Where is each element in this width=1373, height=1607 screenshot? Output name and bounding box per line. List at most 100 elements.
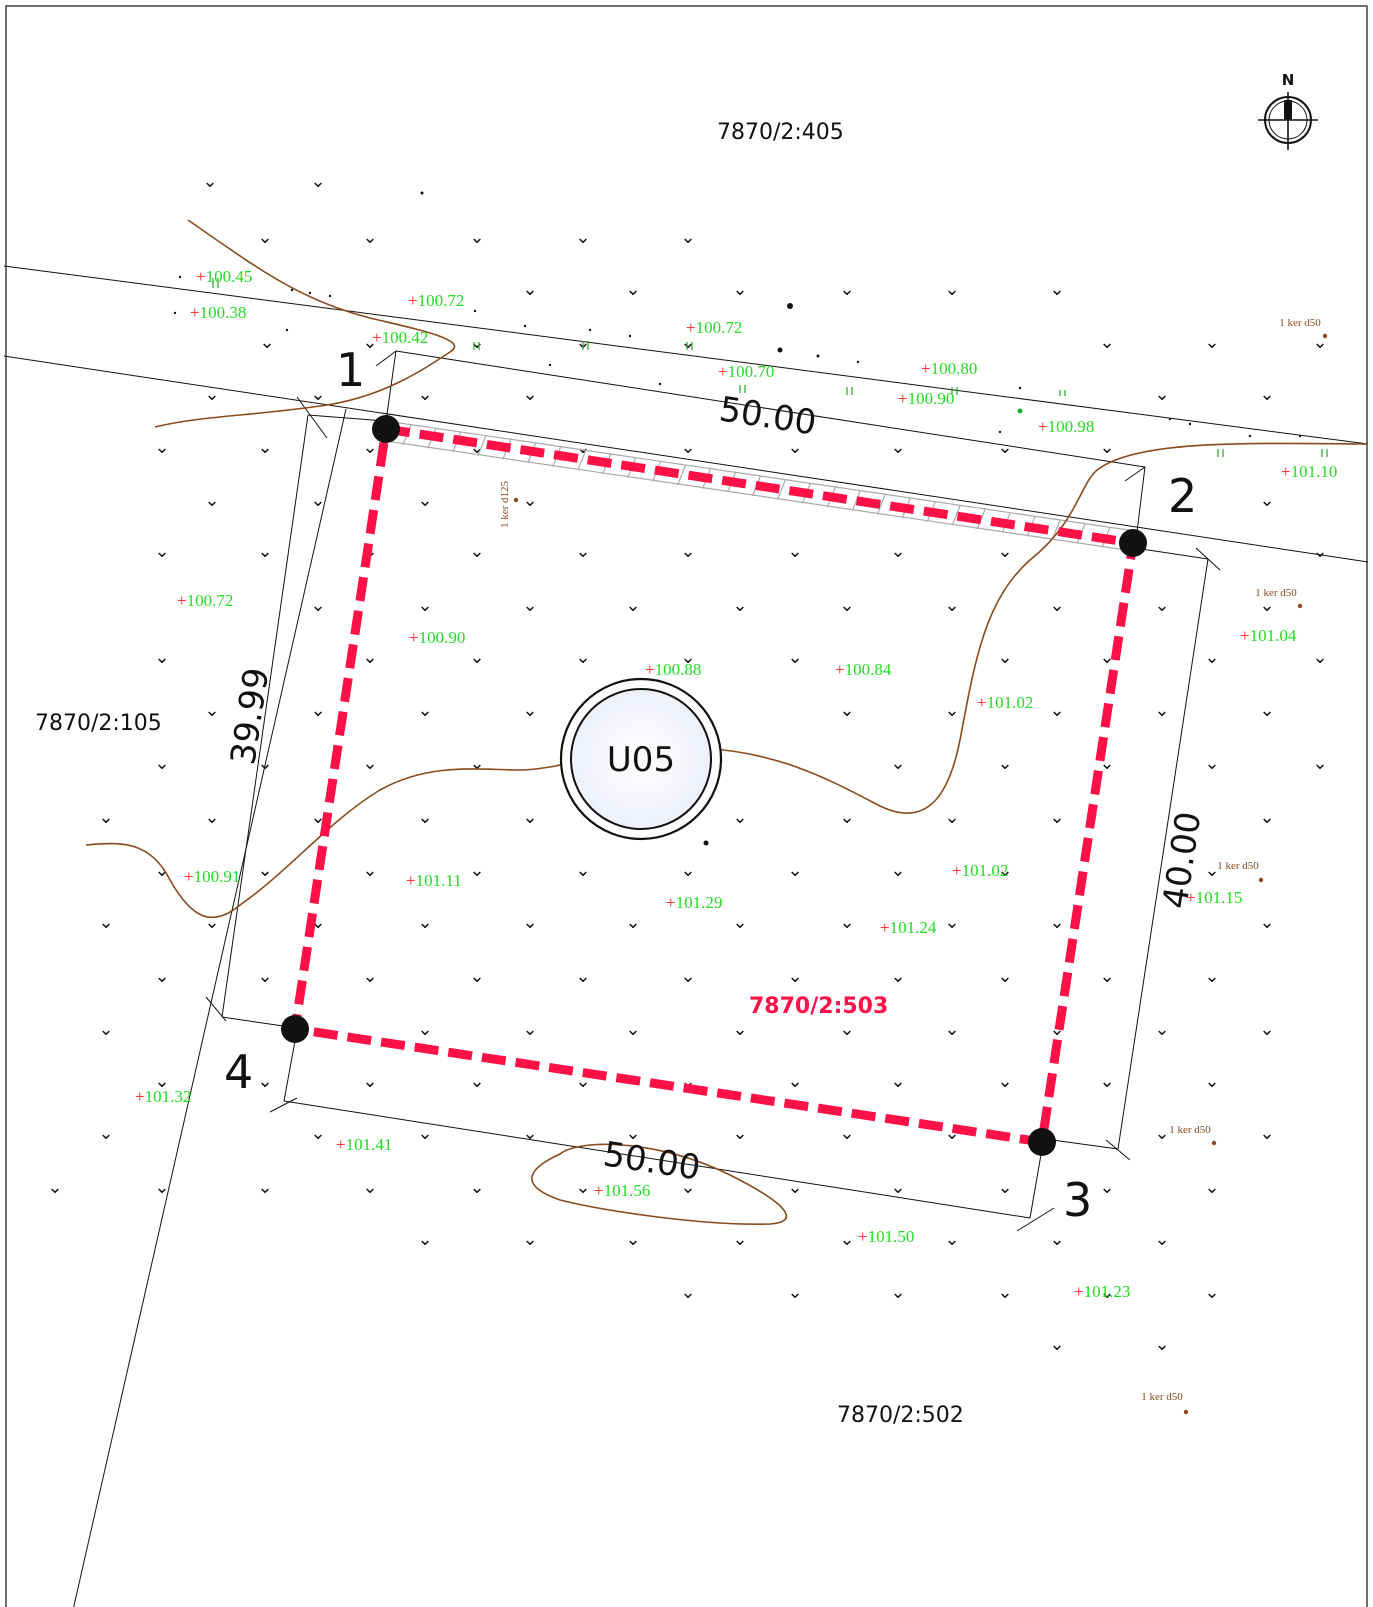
grass-symbol: ⌄ (890, 1071, 905, 1092)
grass-symbol: ⌄ (1259, 912, 1274, 933)
grass-symbol: ⌄ (575, 1177, 590, 1198)
grass-symbol: ⌄ (787, 1177, 802, 1198)
zone-badge-label: U05 (607, 740, 675, 780)
grass-symbol: ⌄ (154, 541, 169, 562)
grass-symbol: ⌄ (154, 966, 169, 987)
grass-symbol: ⌄ (522, 807, 537, 828)
elevation-value: 101.32 (145, 1087, 192, 1106)
elevation-label: +101.23 (1074, 1282, 1130, 1301)
grass-symbol: ⌄ (1049, 1334, 1064, 1355)
grass-symbol: ⌄ (787, 541, 802, 562)
grass-symbol: ⌄ (202, 171, 217, 192)
grass-symbol: ⌄ (310, 171, 325, 192)
grass-symbol: ⌄ (1049, 279, 1064, 300)
map-frame (5, 5, 1368, 1607)
elevation-value: 101.02 (987, 693, 1034, 712)
grass-symbol: ⌄ (787, 1282, 802, 1303)
grass-symbol: ⌄ (997, 541, 1012, 562)
grass-symbol: ⌄ (575, 966, 590, 987)
grass-symbol: ⌄ (469, 332, 484, 353)
grass-symbol: ⌄ (522, 490, 537, 511)
elevation-value: 101.10 (1291, 462, 1338, 481)
grass-symbol: ⌄ (732, 1123, 747, 1144)
grass-symbol: ⌄ (1259, 384, 1274, 405)
grass-symbol: ⌄ (732, 595, 747, 616)
elevation-value: 100.90 (419, 628, 466, 647)
grass-symbol: ⌄ (204, 807, 219, 828)
tree-marker (1297, 603, 1303, 609)
grass-symbol: ⌄ (680, 860, 695, 881)
tree-label: 1 ker d50 (1279, 317, 1321, 329)
grass-symbol: ⌄ (417, 807, 432, 828)
grass-symbol: ⌄ (1154, 384, 1169, 405)
grass-symbol: ⌄ (257, 860, 272, 881)
tree-marker (513, 497, 519, 503)
parcel-label-main: 7870/2:503 (749, 994, 888, 1019)
elevation-value: 101.02 (962, 861, 1009, 880)
grass-symbol: ⌄ (257, 437, 272, 458)
elevation-label: +100.42 (372, 328, 428, 347)
contour-lines (85, 219, 1369, 1225)
grass-symbol: ⌄ (839, 279, 854, 300)
grass-symbol: ⌄ (257, 966, 272, 987)
grass-symbol: ⌄ (257, 1177, 272, 1198)
grass-symbol: ⌄ (1099, 966, 1114, 987)
hatch-tick (776, 479, 787, 500)
corner-label-4: 4 (224, 1045, 253, 1099)
grass-symbol: ⌄ (154, 647, 169, 668)
grass-symbol: ⌄ (1049, 700, 1064, 721)
elevation-value: 100.72 (696, 318, 743, 337)
grass-symbol: ⌄ (997, 437, 1012, 458)
grass-symbol: ⌄ (732, 1019, 747, 1040)
grass-symbol: ⌄ (98, 807, 113, 828)
grass-symbol: ⌄ (1154, 1334, 1169, 1355)
grass-symbol: ⌄ (154, 437, 169, 458)
hatch-tick (876, 494, 886, 515)
grass-symbol: ⌄ (469, 753, 484, 774)
elevation-label: +100.80 (921, 359, 977, 378)
grass-symbol: ⌄ (204, 384, 219, 405)
grass-symbol: ⌄ (944, 1019, 959, 1040)
grass-symbol: ⌄ (1154, 1229, 1169, 1250)
elevation-label: +100.45 (196, 267, 252, 286)
grass-symbol: ⌄ (204, 912, 219, 933)
road-markings (212, 278, 1328, 457)
grass-symbol: ⌄ (575, 227, 590, 248)
elevation-label: +101.15 (1186, 888, 1242, 907)
grass-symbol: ⌄ (680, 1282, 695, 1303)
elevation-value: 101.50 (868, 1227, 915, 1246)
property-line (73, 408, 347, 1607)
grass-symbol: ⌄ (417, 595, 432, 616)
grass-symbol: ⌄ (787, 1071, 802, 1092)
grass-symbol: ⌄ (522, 279, 537, 300)
grass-symbol: ⌄ (469, 1071, 484, 1092)
tree-marker (1211, 1140, 1217, 1146)
grass-symbol: ⌄ (890, 437, 905, 458)
grass-symbol: ⌄ (680, 647, 695, 668)
corner-markers (281, 415, 1147, 1156)
grass-symbol: ⌄ (1154, 1123, 1169, 1144)
grass-symbol: ⌄ (469, 541, 484, 562)
grass-symbol: ⌄ (1312, 647, 1327, 668)
elevation-value: 100.90 (908, 389, 955, 408)
corner-label-3: 3 (1063, 1173, 1092, 1227)
elevation-label: +100.38 (190, 303, 246, 322)
parcel-label-south: 7870/2:502 (837, 1403, 964, 1428)
grass-symbol: ⌄ (522, 1019, 537, 1040)
grass-symbol: ⌄ (1154, 700, 1169, 721)
grass-symbol: ⌄ (522, 912, 537, 933)
grass-symbol: ⌄ (1259, 595, 1274, 616)
elevation-value: 101.15 (1196, 888, 1243, 907)
corner-point-1 (372, 415, 400, 443)
elevation-label: +101.32 (135, 1087, 191, 1106)
grass-symbol: ⌄ (787, 860, 802, 881)
elevation-label: +100.70 (718, 362, 774, 381)
road-edges (3, 265, 1369, 563)
elevation-label: +101.41 (336, 1135, 392, 1154)
grass-symbol: ⌄ (1099, 647, 1114, 668)
elevation-label: +100.88 (645, 660, 701, 679)
elevation-label: +101.11 (406, 871, 462, 890)
grass-symbol: ⌄ (1099, 1282, 1114, 1303)
grass-symbol: ⌄ (1049, 595, 1064, 616)
